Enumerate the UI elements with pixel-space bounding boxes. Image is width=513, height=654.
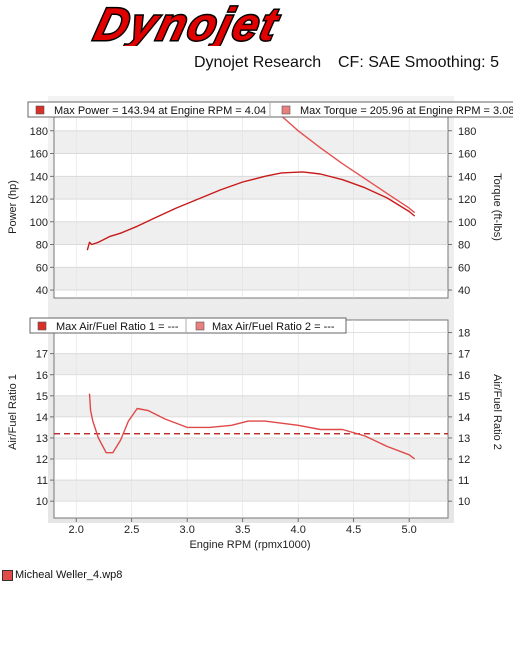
grid-band [54,480,448,502]
air-fuel-ratio-1-line [88,393,416,460]
left-tick-label: 160 [30,149,48,161]
left-tick-label: 13 [36,433,48,445]
left-tick-label: 17 [36,349,48,361]
left-tick-label: 120 [30,194,48,206]
air-fuel-legend: Max Air/Fuel Ratio 1 = --- Max Air/Fuel … [29,317,347,334]
right-tick-label: 60 [458,262,470,274]
afr2-legend-swatch [195,321,205,331]
torque-axis-label: Torque (ft-lbs) [491,173,503,241]
x-tick-label: 2.5 [124,524,139,536]
file-legend-label: Micheal Weller_4.wp8 [15,569,123,581]
afr1-legend-swatch [37,321,47,331]
left-tick-label: 40 [36,285,48,297]
left-tick-label: 14 [36,412,48,424]
right-tick-label: 180 [458,126,476,138]
power-legend-swatch [35,105,45,115]
right-tick-label: 17 [458,349,470,361]
power-torque-legend: Max Power = 143.94 at Engine RPM = 4.04 … [27,101,513,118]
dyno-chart: 40 60 80 100 120 140 160 180 40 60 80 100 120 140 160… [7,96,513,551]
right-tick-label: 13 [458,433,470,445]
grid-band [54,130,448,154]
grid-band [54,221,448,245]
right-tick-label: 11 [458,475,469,487]
power-torque-panel: 40 60 80 100 120 140 160 180 40 60 80 100 120 140 160… [7,115,503,299]
right-tick-label: 10 [458,496,470,508]
right-tick-label: 15 [458,391,470,403]
grid-band [54,395,448,417]
left-tick-label: 15 [36,391,48,403]
afr2-axis-label: Air/Fuel Ratio 2 [491,374,503,450]
right-tick-label: 18 [458,328,470,340]
left-tick-label: 80 [36,240,48,252]
svg-text:Dynojet: Dynojet [90,0,286,46]
torque-legend-label: Max Torque = 205.96 at Engine RPM = 3.08 [300,105,513,117]
left-tick-label: 180 [30,126,48,138]
torque-line [281,115,416,214]
file-legend[interactable]: Micheal Weller_4.wp8 [2,568,122,582]
afr2-legend-label: Max Air/Fuel Ratio 2 = --- [212,321,335,333]
power-legend-label: Max Power = 143.94 at Engine RPM = 4.04 [54,105,266,117]
power-line [86,171,416,251]
x-tick-label: 3.5 [235,524,250,536]
left-tick-label: 16 [36,370,48,382]
left-tick-label: 12 [36,454,48,466]
x-tick-label: 2.0 [69,524,84,536]
left-tick-label: 11 [37,475,48,487]
report-header: Dynojet Research CF: SAE Smoothing: 5 [0,54,513,76]
x-tick-label: 3.0 [180,524,195,536]
grid-band [54,437,448,460]
x-tick-label: 4.5 [346,524,361,536]
grid-band [54,353,448,375]
grid-band [54,267,448,291]
settings-text: CF: SAE Smoothing: 5 [338,54,499,71]
dynojet-logo: Dynojet [88,0,287,46]
right-tick-label: 14 [458,412,470,424]
file-legend-swatch [2,569,13,581]
right-tick-label: 140 [458,171,476,183]
left-tick-label: 100 [30,217,48,229]
x-tick-label: 5.0 [402,524,417,536]
left-tick-label: 140 [30,171,48,183]
afr1-legend-label: Max Air/Fuel Ratio 1 = --- [56,321,179,333]
x-axis-label: Engine RPM (rpmx1000) [189,539,310,551]
left-tick-label: 60 [36,262,48,274]
right-tick-label: 80 [458,240,470,252]
afr1-axis-label: Air/Fuel Ratio 1 [7,374,19,450]
air-fuel-panel: 10 11 12 13 14 15 16 17 10 11 12 13 14 15 16 17 18 Air/… [7,319,503,519]
x-tick-label: 4.0 [291,524,306,536]
left-tick-label: 10 [36,496,48,508]
right-tick-label: 160 [458,149,476,161]
power-axis-label: Power (hp) [7,180,19,234]
right-tick-label: 40 [458,285,470,297]
right-tick-label: 120 [458,194,476,206]
right-tick-label: 100 [458,217,476,229]
torque-legend-swatch [281,105,291,115]
right-tick-label: 16 [458,370,470,382]
right-tick-label: 12 [458,454,470,466]
company-title: Dynojet Research [194,54,322,71]
